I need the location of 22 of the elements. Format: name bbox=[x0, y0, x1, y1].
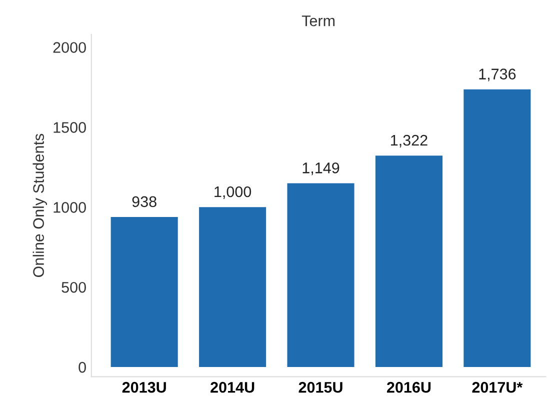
bar bbox=[287, 183, 354, 368]
y-tick-label: 1500 bbox=[54, 122, 86, 133]
x-tick-label: 2017U* bbox=[472, 382, 523, 393]
data-label: 1,149 bbox=[302, 162, 340, 176]
data-label: 1,000 bbox=[214, 186, 252, 199]
bar bbox=[375, 156, 442, 368]
x-tick-label: 2015U bbox=[298, 382, 342, 393]
x-tick-label: 2013U bbox=[122, 382, 166, 393]
data-label: 938 bbox=[132, 196, 156, 208]
bar bbox=[110, 217, 178, 368]
y-axis-title: Online Only Students bbox=[32, 134, 48, 277]
y-tick-label: 1000 bbox=[54, 202, 86, 213]
x-tick-label: 2014U bbox=[210, 382, 254, 393]
chart-title: Term bbox=[302, 16, 335, 26]
y-tick-label: 500 bbox=[62, 282, 86, 293]
y-tick-label: 2000 bbox=[53, 42, 86, 53]
x-tick-label: 2016U bbox=[386, 382, 431, 393]
bar bbox=[464, 89, 531, 368]
y-tick-label: 0 bbox=[78, 362, 86, 373]
data-label: 1,736 bbox=[479, 68, 516, 82]
bar bbox=[199, 207, 266, 368]
data-label: 1,322 bbox=[391, 134, 428, 148]
